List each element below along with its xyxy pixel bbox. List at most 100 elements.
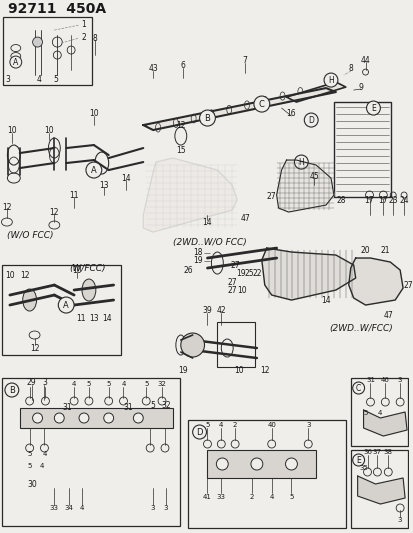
Text: 24: 24 (398, 196, 408, 205)
Circle shape (133, 413, 143, 423)
Text: 92711  450A: 92711 450A (8, 2, 106, 16)
Polygon shape (348, 258, 402, 305)
Text: 3: 3 (42, 377, 47, 386)
Text: 5: 5 (289, 494, 293, 500)
Text: 41: 41 (202, 494, 211, 500)
Text: 14: 14 (320, 295, 330, 304)
Text: 2: 2 (233, 422, 237, 428)
Text: H: H (298, 158, 304, 166)
Text: 7: 7 (242, 55, 247, 64)
Text: 14: 14 (102, 313, 111, 322)
Text: 5: 5 (53, 75, 58, 84)
Text: 10: 10 (89, 109, 98, 118)
Bar (333, 102, 390, 197)
Text: 10: 10 (5, 271, 14, 279)
Circle shape (352, 454, 364, 466)
Circle shape (79, 413, 89, 423)
Text: 28: 28 (335, 196, 345, 205)
Circle shape (216, 458, 228, 470)
Text: 27: 27 (266, 191, 276, 200)
Ellipse shape (23, 289, 36, 311)
Text: 31: 31 (62, 402, 72, 411)
Text: 32: 32 (157, 381, 166, 387)
Ellipse shape (82, 279, 95, 301)
Text: 17: 17 (364, 196, 373, 205)
Text: 3: 3 (163, 505, 168, 511)
Text: 45: 45 (309, 172, 318, 181)
Text: (W/FCC): (W/FCC) (69, 263, 105, 272)
Text: 4: 4 (72, 381, 76, 387)
Text: 5: 5 (150, 400, 155, 409)
Text: 4: 4 (218, 422, 223, 428)
Text: 12: 12 (20, 271, 29, 279)
Circle shape (192, 425, 206, 439)
Text: 43: 43 (148, 63, 158, 72)
Text: 4: 4 (42, 451, 47, 457)
Text: A: A (91, 166, 97, 174)
Text: 9: 9 (357, 83, 362, 92)
Text: 5: 5 (27, 451, 32, 457)
Text: 29: 29 (27, 377, 36, 386)
Bar (207, 450, 316, 478)
Text: D: D (196, 427, 202, 437)
Circle shape (58, 297, 74, 313)
Text: 8: 8 (347, 63, 352, 72)
Circle shape (180, 333, 204, 357)
Text: 10: 10 (237, 286, 246, 295)
Text: 42: 42 (216, 305, 225, 314)
Circle shape (294, 155, 308, 169)
Text: 5: 5 (205, 422, 209, 428)
Text: (2WD..W/FCC): (2WD..W/FCC) (328, 324, 392, 333)
Text: 35: 35 (358, 465, 367, 471)
Text: 4: 4 (121, 381, 126, 387)
Bar (187, 420, 345, 528)
Polygon shape (276, 160, 333, 212)
Text: 27: 27 (402, 280, 412, 289)
Text: 34: 34 (64, 505, 74, 511)
Text: 4: 4 (377, 410, 382, 416)
Text: 27: 27 (230, 261, 240, 270)
Text: A: A (63, 301, 69, 310)
Polygon shape (261, 248, 355, 300)
Text: 5: 5 (27, 463, 32, 469)
Polygon shape (143, 88, 335, 130)
Text: 10: 10 (45, 126, 54, 134)
Text: 36: 36 (362, 449, 371, 455)
Text: 5: 5 (363, 410, 367, 416)
Text: 17: 17 (377, 196, 387, 205)
Circle shape (86, 162, 102, 178)
Text: 3: 3 (305, 422, 310, 428)
Text: 19: 19 (192, 255, 202, 264)
Circle shape (352, 382, 364, 394)
Bar (2, 265, 120, 355)
Text: 8: 8 (92, 34, 97, 43)
Text: 12: 12 (259, 366, 269, 375)
Text: E: E (356, 456, 360, 465)
Polygon shape (357, 476, 404, 504)
Circle shape (366, 101, 380, 115)
Text: 19: 19 (178, 366, 187, 375)
Text: 44: 44 (360, 55, 370, 64)
Text: 2: 2 (249, 494, 254, 500)
Text: 12: 12 (30, 344, 39, 352)
Text: 33: 33 (216, 494, 225, 500)
Text: 1: 1 (81, 20, 85, 29)
Circle shape (5, 383, 19, 397)
Text: 23: 23 (387, 196, 397, 205)
Text: 38: 38 (383, 449, 392, 455)
Text: 12: 12 (176, 120, 185, 130)
Bar (3, 17, 92, 85)
Text: 6: 6 (180, 61, 185, 70)
Text: 11: 11 (76, 313, 85, 322)
Text: 10: 10 (234, 366, 243, 375)
Text: 3: 3 (5, 75, 10, 84)
Text: 11: 11 (69, 190, 78, 199)
Text: 13: 13 (99, 181, 108, 190)
Text: 3: 3 (397, 377, 401, 383)
Text: 4: 4 (80, 505, 84, 511)
Text: E: E (370, 103, 375, 112)
Circle shape (285, 458, 297, 470)
Text: 4: 4 (37, 75, 42, 84)
Text: 27: 27 (227, 286, 236, 295)
Circle shape (304, 113, 317, 127)
